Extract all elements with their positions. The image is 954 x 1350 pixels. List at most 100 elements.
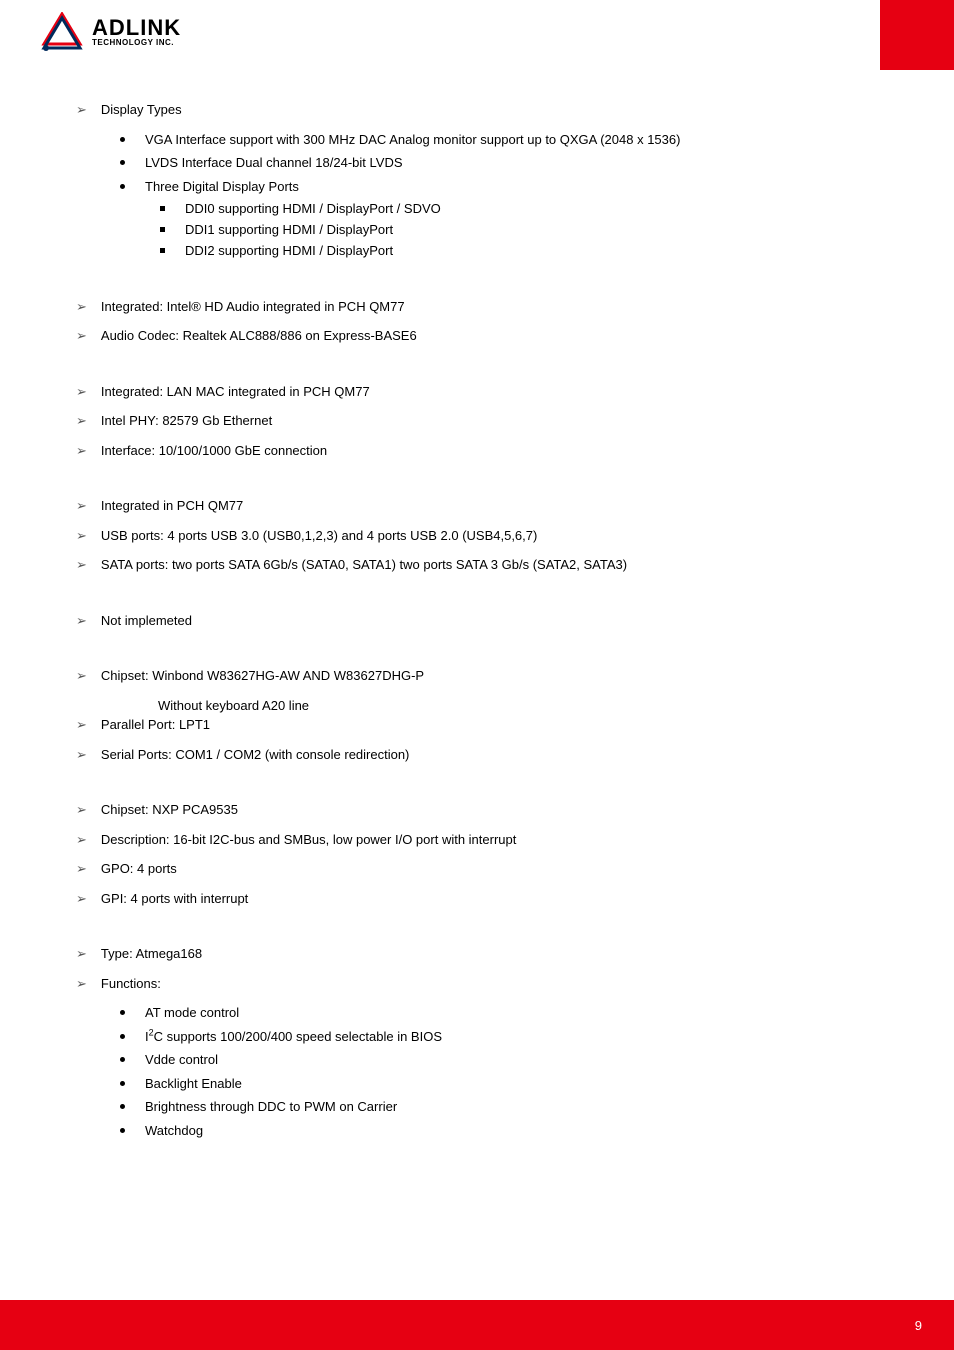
list-item-text: Functions: [101,974,161,994]
list-item: ➢ Intel PHY: 82579 Gb Ethernet [60,411,894,431]
chevron-right-icon: ➢ [76,974,87,994]
list-item: ➢ Integrated in PCH QM77 [60,496,894,516]
list-item-continuation: Without keyboard A20 line [60,696,894,716]
list-item: ➢ GPI: 4 ports with interrupt [60,889,894,909]
sub-list-item-text: I2C supports 100/200/400 speed selectabl… [145,1027,442,1047]
chevron-right-icon: ➢ [76,496,87,516]
sub-sub-list-item-text: DDI1 supporting HDMI / DisplayPort [185,221,393,239]
list-item-text: Chipset: NXP PCA9535 [101,800,238,820]
chevron-right-icon: ➢ [76,441,87,461]
sub-list-item-text: VGA Interface support with 300 MHz DAC A… [145,130,680,150]
list-item-text: Integrated in PCH QM77 [101,496,243,516]
list-item-text: GPI: 4 ports with interrupt [101,889,248,909]
sub-sub-list-item-text: DDI0 supporting HDMI / DisplayPort / SDV… [185,200,441,218]
chevron-right-icon: ➢ [76,666,87,686]
list-item-text: Type: Atmega168 [101,944,202,964]
chevron-right-icon: ➢ [76,889,87,909]
bullet-icon [120,1010,125,1015]
bullet-icon [120,1104,125,1109]
logo-icon [40,12,86,52]
sub-list-item-text: AT mode control [145,1003,239,1023]
logo-name: ADLINK [92,17,181,39]
chevron-right-icon: ➢ [76,715,87,735]
list-item-text: Integrated: LAN MAC integrated in PCH QM… [101,382,370,402]
chevron-right-icon: ➢ [76,411,87,431]
list-item-text: Parallel Port: LPT1 [101,715,210,735]
sub-list-item: LVDS Interface Dual channel 18/24-bit LV… [60,153,894,173]
section: ➢ Integrated in PCH QM77 ➢ USB ports: 4 por… [60,496,894,575]
chevron-right-icon: ➢ [76,526,87,546]
sub-list-item: Brightness through DDC to PWM on Carrier [60,1097,894,1117]
chevron-right-icon: ➢ [76,555,87,575]
sub-sub-list-item: DDI2 supporting HDMI / DisplayPort [60,242,894,260]
company-logo: ADLINK TECHNOLOGY INC. [40,12,880,52]
list-item: ➢ GPO: 4 ports [60,859,894,879]
chevron-right-icon: ➢ [76,745,87,765]
chevron-right-icon: ➢ [76,382,87,402]
square-bullet-icon [160,206,165,211]
chevron-right-icon: ➢ [76,830,87,850]
list-item-text: GPO: 4 ports [101,859,177,879]
header-accent [880,0,954,70]
list-item: ➢Not implemeted [60,611,894,631]
sub-list-item: Backlight Enable [60,1074,894,1094]
bullet-icon [120,1128,125,1133]
section: ➢ Display Types VGA Interface support with… [60,100,894,261]
page-footer: 9 [0,1300,954,1350]
page-content: ➢ Display Types VGA Interface support with… [0,70,954,1140]
sub-list-item-text: Watchdog [145,1121,203,1141]
sub-list-item: Watchdog [60,1121,894,1141]
page-header: ADLINK TECHNOLOGY INC. [0,0,954,70]
sub-list-item-text: Three Digital Display Ports [145,177,299,197]
list-item: ➢ Interface: 10/100/1000 GbE connection [60,441,894,461]
chevron-right-icon: ➢ [76,859,87,879]
section: ➢ Type: Atmega168 ➢ Functions: AT mode contr… [60,944,894,1140]
list-item: ➢ SATA ports: two ports SATA 6Gb/s (SATA0… [60,555,894,575]
sub-list-item: Three Digital Display Ports [60,177,894,197]
list-item: ➢Chipset: Winbond W83627HG-AW AND W83627… [60,666,894,686]
logo-text: ADLINK TECHNOLOGY INC. [92,17,181,47]
list-item-text: Intel PHY: 82579 Gb Ethernet [101,411,272,431]
bullet-icon [120,184,125,189]
list-item-text: Integrated: Intel® HD Audio integrated i… [101,297,405,317]
list-item: ➢ Integrated: LAN MAC integrated in PCH Q… [60,382,894,402]
bullet-icon [120,160,125,165]
list-item-text: Audio Codec: Realtek ALC888/886 on Expre… [101,326,417,346]
bullet-icon [120,137,125,142]
sub-list-item: AT mode control [60,1003,894,1023]
sub-list-item-text: Vdde control [145,1050,218,1070]
list-item-text: Display Types [101,100,182,120]
sub-sub-list-item-text: DDI2 supporting HDMI / DisplayPort [185,242,393,260]
sub-list-item: I2C supports 100/200/400 speed selectabl… [60,1027,894,1047]
list-item: ➢ Display Types [60,100,894,120]
section: ➢ Integrated: LAN MAC integrated in PCH Q… [60,382,894,461]
list-item-text: Serial Ports: COM1 / COM2 (with console … [101,745,409,765]
sub-list-item: Vdde control [60,1050,894,1070]
logo-area: ADLINK TECHNOLOGY INC. [0,0,880,70]
chevron-right-icon: ➢ [76,100,87,120]
chevron-right-icon: ➢ [76,326,87,346]
sub-list-item-text: LVDS Interface Dual channel 18/24-bit LV… [145,153,403,173]
list-item-text: USB ports: 4 ports USB 3.0 (USB0,1,2,3) … [101,526,537,546]
list-item: ➢ Type: Atmega168 [60,944,894,964]
logo-subtitle: TECHNOLOGY INC. [92,39,181,47]
list-item-text: SATA ports: two ports SATA 6Gb/s (SATA0,… [101,555,627,575]
sub-sub-list-item: DDI0 supporting HDMI / DisplayPort / SDV… [60,200,894,218]
list-item-text: Not implemeted [101,611,192,631]
list-item: ➢ Parallel Port: LPT1 [60,715,894,735]
bullet-icon [120,1081,125,1086]
chevron-right-icon: ➢ [76,944,87,964]
list-item: ➢ Serial Ports: COM1 / COM2 (with console… [60,745,894,765]
section: ➢ Integrated: Intel® HD Audio integrated … [60,297,894,346]
page-number: 9 [915,1318,922,1333]
sub-sub-list-item: DDI1 supporting HDMI / DisplayPort [60,221,894,239]
section: ➢ Chipset: NXP PCA9535 ➢ Description: 16-bi… [60,800,894,908]
chevron-right-icon: ➢ [76,297,87,317]
list-item-text: Description: 16-bit I2C-bus and SMBus, l… [101,830,516,850]
section: ➢Not implemeted [60,611,894,631]
list-item-text: Interface: 10/100/1000 GbE connection [101,441,327,461]
bullet-icon [120,1057,125,1062]
list-item: ➢ Functions: [60,974,894,994]
list-item: ➢ Integrated: Intel® HD Audio integrated … [60,297,894,317]
list-item: ➢ Description: 16-bit I2C-bus and SMBus, … [60,830,894,850]
